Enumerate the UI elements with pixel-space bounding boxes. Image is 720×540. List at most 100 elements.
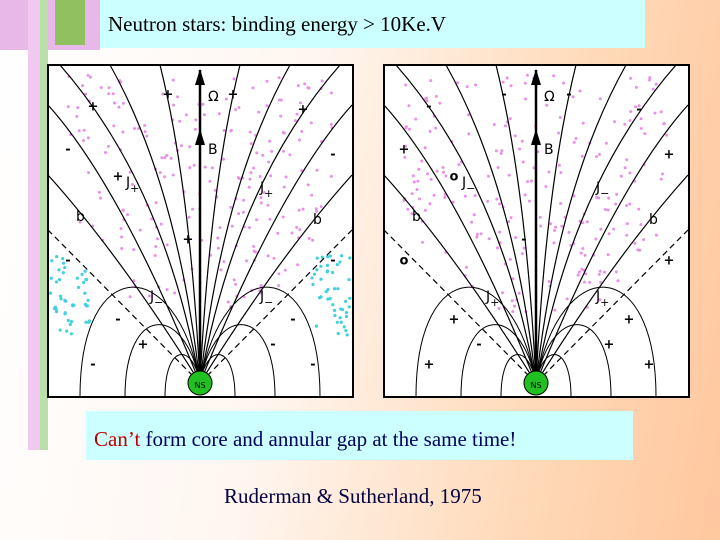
label-text: b	[649, 212, 658, 228]
plasma-dot	[457, 163, 461, 167]
plasma-dot	[475, 235, 479, 239]
neutron-star	[187, 370, 213, 396]
gap-dot	[63, 265, 67, 270]
gap-dot	[76, 285, 81, 290]
plasma-dot	[603, 208, 607, 212]
plasma-dot	[520, 139, 524, 143]
plasma-dot	[435, 169, 439, 173]
caption: Can’t form core and annular gap at the s…	[86, 411, 633, 460]
plasma-dot	[284, 175, 288, 179]
plasma-dot	[329, 91, 333, 95]
plasma-dot	[81, 84, 85, 88]
field-line	[199, 64, 341, 384]
plasma-dot	[75, 114, 79, 118]
plasma-dot	[216, 246, 220, 250]
gap-dot	[57, 277, 62, 282]
gap-dot	[72, 303, 76, 307]
plasma-dot	[507, 220, 511, 224]
plasma-dot	[126, 212, 130, 216]
label-sub: +	[490, 296, 499, 309]
charge-sign: o	[400, 254, 409, 269]
plasma-dot	[557, 131, 561, 135]
plasma-dot	[412, 180, 416, 184]
gap-dot	[325, 270, 329, 274]
plasma-dot	[248, 130, 252, 134]
label-text: b	[313, 212, 322, 228]
plasma-dot	[614, 270, 618, 274]
plasma-dot	[137, 126, 141, 130]
gap-dot	[348, 256, 352, 260]
gap-dot	[68, 322, 72, 326]
plasma-dot	[628, 171, 632, 175]
field-line	[395, 64, 537, 384]
gap-dot	[312, 272, 317, 276]
plasma-dot	[107, 92, 111, 96]
label-text: J	[595, 180, 600, 196]
plasma-dot	[107, 86, 111, 90]
plasma-dot	[486, 199, 490, 203]
gap-dot	[314, 324, 319, 328]
diagram-label: b	[313, 212, 322, 228]
plasma-dot	[487, 237, 491, 241]
plasma-dot	[588, 280, 592, 284]
plasma-dot	[467, 132, 471, 136]
charge-sign: -	[501, 88, 506, 103]
plasma-dot	[277, 272, 281, 276]
plasma-dot	[467, 113, 471, 117]
plasma-dot	[552, 241, 556, 245]
arrow-head	[531, 69, 541, 85]
gap-dot	[54, 310, 59, 314]
plasma-dot	[661, 172, 665, 176]
gap-dot	[333, 313, 337, 318]
plasma-dot	[187, 215, 191, 219]
charge-sign: -	[521, 233, 526, 248]
gap-dot	[83, 291, 87, 295]
plasma-dot	[623, 122, 627, 126]
plasma-dot	[665, 133, 669, 137]
plasma-dot	[78, 220, 82, 224]
plasma-dot	[607, 196, 611, 200]
plasma-dot	[525, 73, 529, 77]
plasma-dot	[132, 279, 136, 283]
label-text: NS	[530, 381, 541, 390]
plasma-dot	[329, 122, 333, 126]
plasma-dot	[320, 79, 324, 83]
plasma-dot	[241, 210, 245, 214]
plasma-dot	[222, 129, 226, 133]
plasma-dot	[527, 199, 531, 203]
charge-sign: +	[624, 313, 635, 328]
charge-sign: -	[476, 338, 481, 353]
plasma-dot	[307, 236, 311, 240]
plasma-dot	[128, 170, 132, 174]
plasma-dot	[599, 280, 603, 284]
plasma-dot	[597, 272, 601, 276]
plasma-dot	[295, 112, 299, 116]
plasma-dot	[288, 153, 292, 157]
label-text: J	[485, 289, 490, 305]
plasma-dot	[598, 298, 602, 302]
diagram-label: NS	[194, 381, 205, 390]
plasma-dot	[654, 233, 658, 237]
gap-dot	[319, 264, 323, 268]
gap-dot	[69, 319, 74, 324]
plasma-dot	[255, 218, 259, 222]
plasma-dot	[148, 294, 152, 298]
diagram-label: J+	[125, 175, 139, 195]
label-text: b	[76, 209, 85, 225]
gap-dot	[328, 254, 332, 258]
plasma-dot	[266, 203, 270, 207]
plasma-dot	[549, 222, 553, 226]
panel: ΩBJ+ J+b bJ− J−NS+ ++ ++- -+- -- -- -+ -	[47, 64, 354, 398]
plasma-dot	[562, 81, 566, 85]
plasma-dot	[572, 194, 576, 198]
gap-dot	[315, 268, 319, 272]
plasma-dot	[451, 200, 455, 204]
charge-sign: +	[183, 233, 194, 248]
plasma-dot	[216, 236, 220, 240]
gap-dot	[59, 297, 63, 301]
plasma-dot	[407, 127, 411, 131]
plasma-dot	[584, 272, 588, 276]
label-sub: −	[264, 296, 273, 309]
charge-sign: o	[450, 170, 459, 185]
gap-dot	[340, 254, 344, 258]
